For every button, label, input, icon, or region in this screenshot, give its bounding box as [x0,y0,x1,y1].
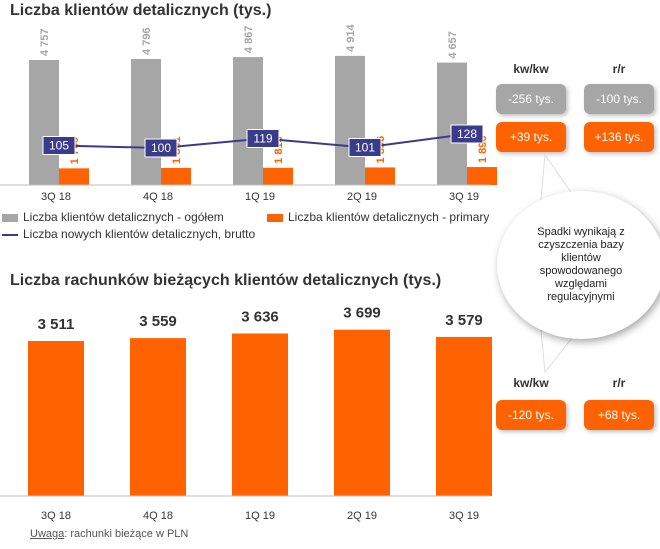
chart2-title: Liczba rachunków bieżących klientów deta… [10,272,442,289]
x-tick-5: 3Q 19 [449,191,479,203]
bar-total-1 [29,60,59,185]
label-accounts-1: 3 511 [38,316,75,333]
side1-header-rr: r/r [612,62,626,76]
marker-new-1 [42,136,76,155]
legend-total: Liczba klientów detalicznych - ogółem [2,210,224,224]
label-total-4: 4 914 [345,23,357,51]
legend-total-label: Liczba klientów detalicznych - ogółem [23,210,224,224]
side2-header-kw: kw/kw [513,376,549,390]
x-tick-1: 3Q 18 [41,191,71,203]
bar-primary-2 [161,167,191,185]
x2-tick-5: 3Q 19 [449,510,479,522]
bar-total-3 [233,57,263,185]
marker-new-3 [246,129,280,148]
bar-accounts-5 [436,336,492,496]
bar-accounts-4 [334,329,390,496]
bar-primary-3 [263,167,293,185]
footnote-label: Uwaga [30,528,65,540]
x-tick-2: 4Q 18 [143,191,173,203]
side2-header-rr: r/r [612,376,626,390]
label-new-1: 105 [49,139,69,153]
label-new-2: 100 [151,141,171,155]
bar-accounts-3 [232,333,288,496]
label-total-5: 4 657 [447,31,459,59]
footnote: Uwaga: rachunki bieżące w PLN [30,528,188,540]
x2-tick-3: 1Q 19 [245,510,275,522]
bar-total-4 [335,55,365,186]
x2-tick-4: 2Q 19 [347,510,377,522]
side2-orange-kw-badge: -120 tys. [496,400,566,430]
label-total-2: 4 796 [141,27,153,55]
side1-orange-kw-badge: +39 tys. [496,122,566,152]
side1-grey-rr-badge: -100 tys. [584,84,654,114]
chart2-plot: 3 511 3Q 18 3 559 4Q 18 3 636 1Q 19 3 699 2Q 19… [0,305,492,522]
side1-grey-kw-badge: -256 tys. [496,84,566,114]
side2-orange-rr-badge: +68 tys. [584,400,654,430]
label-accounts-2: 3 559 [139,313,177,330]
footnote-text: : rachunki bieżące w PLN [64,528,189,540]
callout-text: Spadki wynikają z czyszczenia bazy klien… [537,226,625,303]
x2-tick-2: 4Q 18 [143,510,173,522]
bar-total-2 [131,58,161,186]
bar-primary-1 [59,168,89,185]
x-tick-3: 1Q 19 [245,191,275,203]
bar-total-5 [437,62,467,186]
bar-accounts-2 [130,338,186,496]
legend-new: Liczba nowych klientów detalicznych, bru… [2,227,255,241]
x-tick-4: 2Q 19 [347,191,377,203]
legend-new-label: Liczba nowych klientów detalicznych, bru… [23,227,256,241]
label-total-1: 4 757 [39,28,51,56]
callout-bubble: Spadki wynikają z czyszczenia bazy klien… [497,191,660,339]
label-new-3: 119 [253,132,272,146]
label-accounts-4: 3 699 [343,305,381,322]
label-accounts-3: 3 636 [241,309,279,326]
x2-tick-1: 3Q 18 [41,510,71,522]
legend-primary-label: Liczba klientów detalicznych - primary [288,210,490,224]
label-new-5: 128 [457,127,477,141]
bar-primary-4 [365,167,395,185]
marker-new-2 [144,138,178,158]
side1-header-kw: kw/kw [513,62,549,76]
chart1-title: Liczba klientów detalicznych (tys.) [10,2,272,19]
side1-orange-rr-badge: +136 tys. [584,122,654,152]
bar-primary-5 [467,167,497,185]
marker-new-5 [450,124,484,144]
legend-primary-swatch [267,213,283,222]
legend-new-swatch [2,233,18,236]
legend-total-swatch [2,213,18,222]
bar-accounts-1 [28,341,84,496]
label-total-3: 4 867 [243,26,255,54]
label-accounts-5: 3 579 [445,312,483,329]
legend-primary: Liczba klientów detalicznych - primary [267,210,489,224]
marker-new-4 [348,138,382,157]
label-new-4: 101 [355,141,375,155]
